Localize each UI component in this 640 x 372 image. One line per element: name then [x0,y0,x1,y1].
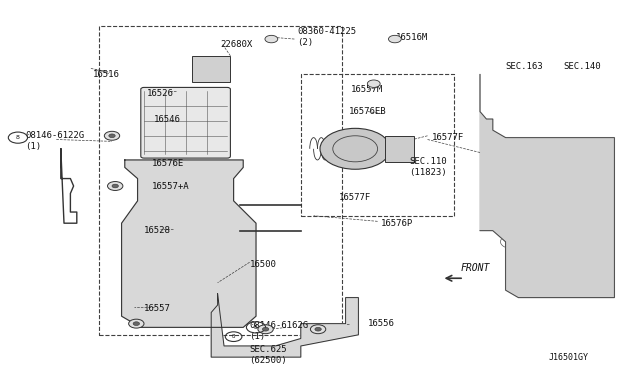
Bar [301,74,454,216]
Text: J16501GY: J16501GY [549,353,589,362]
Circle shape [320,128,390,169]
Text: 16526: 16526 [147,89,174,97]
Text: 16577F: 16577F [432,133,464,142]
Text: 16576E: 16576E [152,159,184,168]
Circle shape [315,327,321,331]
Text: 16576EB: 16576EB [349,107,387,116]
Text: FRONT: FRONT [461,263,490,273]
Text: 8: 8 [254,325,258,330]
Text: 8: 8 [232,334,236,339]
Text: 16576P: 16576P [381,219,413,228]
Circle shape [109,134,115,138]
Text: 16557M: 16557M [351,85,383,94]
Circle shape [104,131,120,140]
Bar [192,56,230,82]
FancyBboxPatch shape [141,87,230,158]
Bar [99,26,342,335]
Text: 16557: 16557 [144,304,171,313]
Text: 22680X: 22680X [221,40,253,49]
Text: 16500: 16500 [250,260,276,269]
Circle shape [310,325,326,334]
Bar [385,136,414,162]
Circle shape [262,327,269,331]
Circle shape [133,322,140,326]
Polygon shape [122,160,256,327]
Text: 16577F: 16577F [339,193,371,202]
Circle shape [367,80,380,87]
Circle shape [258,325,273,334]
Text: SEC.163: SEC.163 [506,62,543,71]
Text: SEC.110
(11823): SEC.110 (11823) [410,157,447,177]
Text: 16516M: 16516M [396,33,428,42]
Text: 16556: 16556 [368,319,395,328]
Circle shape [265,35,278,43]
Circle shape [108,182,123,190]
Text: 16528: 16528 [144,226,171,235]
Text: SEC.625
(62500): SEC.625 (62500) [250,345,287,365]
Polygon shape [211,294,358,357]
Text: 08146-6162G
(1): 08146-6162G (1) [250,321,308,341]
Circle shape [388,35,401,43]
Text: 08146-6122G
(1): 08146-6122G (1) [26,131,84,151]
Text: 8: 8 [16,135,20,140]
Circle shape [112,184,118,188]
Text: SEC.140: SEC.140 [563,62,601,71]
Text: 16516: 16516 [93,70,120,79]
Text: 08360-41225
(2): 08360-41225 (2) [298,27,356,47]
Text: 16546: 16546 [154,115,180,124]
Circle shape [129,319,144,328]
Polygon shape [480,74,614,298]
Text: 16557+A: 16557+A [152,182,190,190]
